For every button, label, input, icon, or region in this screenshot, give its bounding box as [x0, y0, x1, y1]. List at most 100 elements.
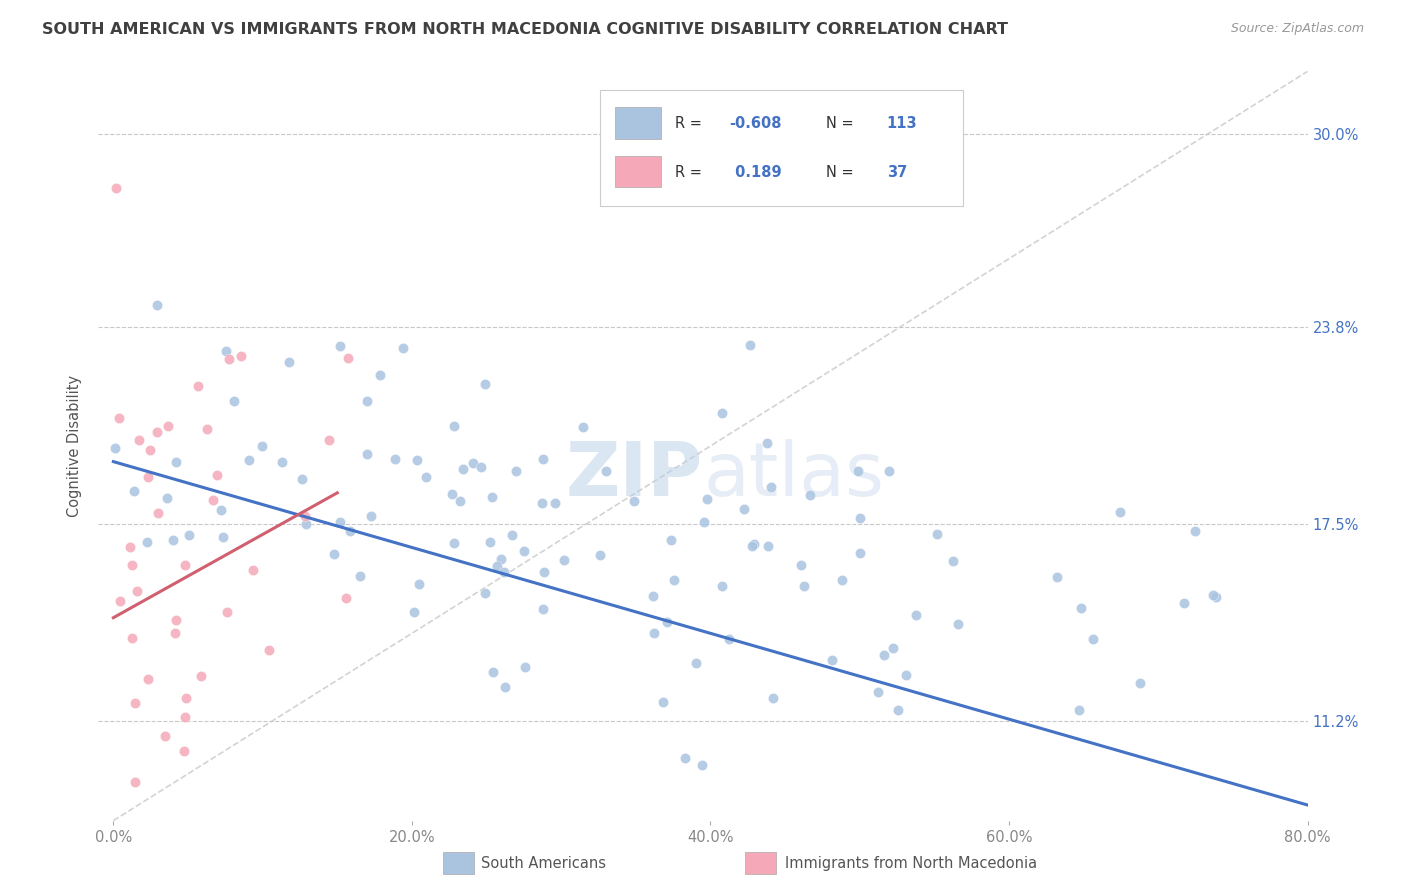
Point [146, 425, 169, 439]
Point [1067, 703, 1090, 717]
Point [799, 488, 821, 502]
Point [1046, 570, 1069, 584]
Point [762, 690, 785, 705]
Point [470, 459, 492, 474]
Point [659, 533, 682, 548]
Point [479, 535, 502, 549]
Point [882, 640, 904, 655]
Text: R =: R = [675, 165, 707, 180]
Y-axis label: Cognitive Disability: Cognitive Disability [67, 375, 83, 517]
Point [756, 539, 779, 553]
Point [242, 563, 264, 577]
Point [238, 453, 260, 467]
Point [894, 668, 917, 682]
Point [623, 493, 645, 508]
Point [846, 464, 869, 478]
Point [1070, 601, 1092, 615]
Point [209, 502, 232, 516]
Point [531, 496, 554, 510]
Point [685, 657, 707, 671]
Point [173, 558, 195, 572]
Point [474, 586, 496, 600]
Point [165, 613, 187, 627]
Point [339, 524, 361, 538]
Point [104, 181, 127, 195]
Point [110, 594, 132, 608]
Point [531, 601, 554, 615]
Point [406, 453, 429, 467]
Point [356, 393, 378, 408]
Point [946, 617, 969, 632]
Point [738, 337, 761, 351]
Point [124, 774, 146, 789]
Point [173, 743, 195, 757]
Point [1129, 675, 1152, 690]
Point [356, 447, 378, 461]
Point [270, 454, 292, 468]
Point [441, 486, 464, 500]
Point [121, 558, 143, 573]
Point [218, 351, 240, 366]
Point [696, 491, 718, 506]
Point [329, 516, 352, 530]
Point [733, 502, 755, 516]
Point [103, 442, 125, 456]
Point [415, 470, 437, 484]
Point [849, 511, 872, 525]
Point [877, 464, 900, 478]
Point [162, 533, 184, 547]
Point [205, 467, 228, 482]
Point [793, 579, 815, 593]
Point [544, 496, 567, 510]
Point [108, 411, 131, 425]
Point [595, 464, 617, 478]
Point [1083, 632, 1105, 647]
Point [486, 558, 509, 573]
Point [187, 379, 209, 393]
Point [329, 338, 352, 352]
Point [589, 548, 612, 562]
Point [224, 394, 246, 409]
Point [408, 576, 430, 591]
Point [443, 418, 465, 433]
Point [121, 632, 143, 646]
Point [215, 605, 238, 619]
Point [1205, 591, 1227, 605]
Point [295, 517, 318, 532]
Point [742, 536, 765, 550]
Point [153, 730, 176, 744]
Point [229, 349, 252, 363]
Point [925, 526, 948, 541]
FancyBboxPatch shape [614, 156, 661, 187]
Point [318, 433, 340, 447]
Point [250, 439, 273, 453]
Point [136, 470, 159, 484]
Point [322, 547, 344, 561]
Text: 37: 37 [887, 165, 907, 180]
Point [122, 483, 145, 498]
Point [711, 406, 734, 420]
Point [505, 464, 527, 478]
Point [349, 569, 371, 583]
Text: South Americans: South Americans [481, 855, 606, 871]
Point [368, 368, 391, 382]
Point [887, 703, 910, 717]
Point [492, 566, 515, 580]
Text: R =: R = [675, 116, 707, 130]
Point [156, 491, 179, 505]
Text: SOUTH AMERICAN VS IMMIGRANTS FROM NORTH MACEDONIA COGNITIVE DISABILITY CORRELATI: SOUTH AMERICAN VS IMMIGRANTS FROM NORTH … [42, 22, 1008, 37]
Point [1109, 505, 1132, 519]
Point [177, 528, 200, 542]
Point [146, 298, 169, 312]
Text: ZIP: ZIP [565, 440, 703, 513]
Text: N =: N = [827, 116, 859, 130]
Point [821, 653, 844, 667]
Point [146, 507, 169, 521]
Point [481, 490, 503, 504]
Point [693, 515, 716, 529]
Point [360, 508, 382, 523]
Text: 113: 113 [887, 116, 918, 130]
Point [759, 480, 782, 494]
Point [291, 472, 314, 486]
Text: atlas: atlas [703, 440, 884, 513]
